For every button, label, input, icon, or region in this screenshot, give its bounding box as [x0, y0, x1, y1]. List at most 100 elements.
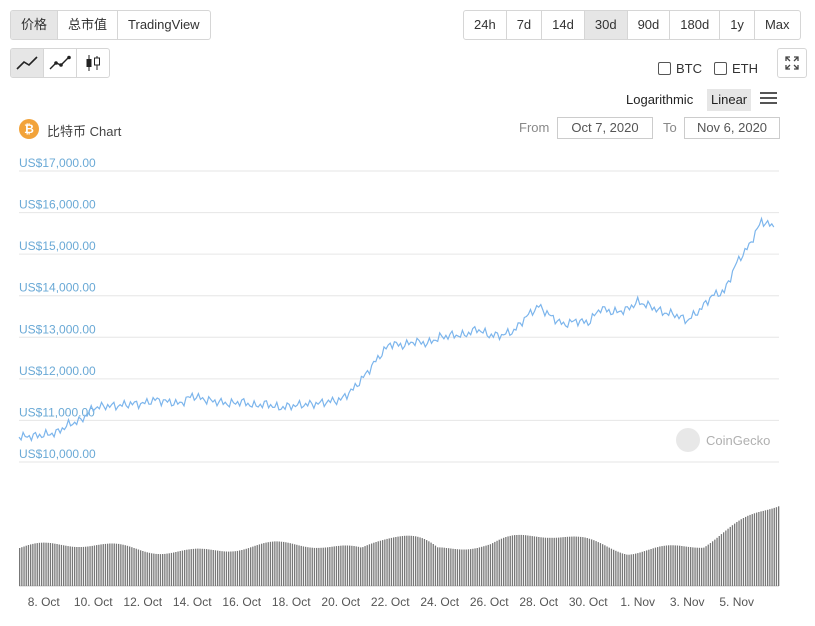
- data-tabs: 价格 总市值 TradingView: [10, 10, 211, 40]
- volume-bar: [232, 551, 234, 586]
- volume-bar: [531, 536, 533, 586]
- volume-bar: [707, 544, 709, 586]
- volume-bar: [650, 549, 652, 586]
- expand-icon: [785, 56, 799, 70]
- volume-bar: [681, 546, 683, 586]
- tab-market-cap[interactable]: 总市值: [58, 11, 119, 39]
- volume-bar: [652, 548, 654, 586]
- line-chart-icon[interactable]: [11, 49, 44, 77]
- compare-eth-checkbox[interactable]: ETH: [714, 61, 758, 76]
- range-7d[interactable]: 7d: [507, 11, 543, 39]
- volume-bar: [252, 546, 254, 586]
- volume-bar: [245, 548, 247, 586]
- range-30d[interactable]: 30d: [584, 11, 628, 39]
- volume-bar: [628, 554, 630, 586]
- volume-bar: [566, 536, 569, 586]
- volume-bar: [265, 542, 267, 586]
- x-tick-label: 16. Oct: [222, 595, 261, 609]
- volume-bar: [672, 545, 674, 586]
- volume-bar: [626, 554, 628, 586]
- volume-bar: [388, 538, 390, 586]
- volume-bar: [122, 544, 124, 586]
- linear-scale-toggle[interactable]: Linear: [707, 89, 752, 111]
- volume-bar: [646, 550, 648, 586]
- volume-bar: [602, 544, 604, 586]
- volume-bar: [199, 548, 201, 586]
- volume-bar: [712, 541, 714, 586]
- from-date-input[interactable]: Oct 7, 2020: [557, 117, 653, 139]
- volume-bar: [366, 545, 368, 586]
- volume-bar: [472, 548, 474, 586]
- coingecko-logo-icon: [676, 428, 700, 452]
- volume-bar: [432, 544, 434, 586]
- tab-price[interactable]: 价格: [11, 11, 59, 39]
- volume-bar: [553, 537, 555, 586]
- volume-bar: [322, 547, 324, 586]
- volume-bar: [60, 544, 63, 586]
- x-tick-label: 10. Oct: [74, 595, 113, 609]
- volume-bar: [135, 548, 137, 586]
- volume-bar: [109, 543, 111, 586]
- range-max[interactable]: Max: [764, 17, 790, 32]
- volume-bar: [470, 549, 472, 586]
- volume-bar: [241, 550, 243, 586]
- volume-bar: [269, 541, 272, 586]
- volume-bar: [478, 547, 481, 586]
- volume-bar: [327, 547, 329, 586]
- volume-bar: [549, 537, 551, 586]
- volume-bar: [692, 547, 694, 586]
- range-24h[interactable]: 24h: [464, 11, 507, 39]
- volume-bar: [610, 548, 613, 586]
- volume-bar: [756, 512, 758, 586]
- volume-bar: [498, 539, 500, 586]
- watermark: CoinGecko: [706, 433, 770, 448]
- volume-bar: [228, 551, 230, 586]
- volume-bar: [514, 535, 516, 586]
- volume-bar: [421, 538, 423, 586]
- volume-bar: [489, 544, 492, 586]
- volume-bar: [223, 551, 225, 586]
- to-date-input[interactable]: Nov 6, 2020: [684, 117, 780, 139]
- volume-bar: [544, 537, 547, 586]
- logarithmic-scale-toggle[interactable]: Logarithmic: [626, 92, 694, 107]
- y-tick-label: US$10,000.00: [19, 447, 96, 461]
- volume-bar: [747, 515, 749, 586]
- volume-bar: [586, 538, 588, 586]
- volume-bar: [63, 545, 65, 586]
- candlestick-icon[interactable]: [77, 49, 109, 77]
- volume-bar: [584, 537, 586, 586]
- range-90d[interactable]: 90d: [628, 11, 671, 39]
- volume-bar: [430, 542, 432, 586]
- range-180d[interactable]: 180d: [670, 11, 721, 39]
- volume-bar: [773, 507, 775, 586]
- menu-icon[interactable]: [760, 92, 777, 107]
- volume-bar: [47, 542, 49, 586]
- volume-bar: [254, 545, 256, 586]
- volume-bar: [745, 516, 747, 586]
- chart-type-selector: [10, 48, 110, 78]
- volume-bar: [437, 547, 439, 586]
- volume-bar: [76, 547, 78, 586]
- volume-bar: [727, 528, 729, 586]
- range-14d[interactable]: 14d: [542, 11, 585, 39]
- volume-bar: [89, 546, 91, 586]
- volume-bar: [448, 548, 450, 586]
- fullscreen-button[interactable]: [777, 48, 807, 78]
- volume-bar: [296, 544, 298, 586]
- volume-bar: [192, 548, 195, 586]
- compare-btc-checkbox[interactable]: BTC: [658, 61, 702, 76]
- volume-bar: [34, 543, 36, 586]
- volume-bar: [329, 547, 331, 586]
- volume-bar: [456, 549, 459, 586]
- volume-bar: [120, 544, 122, 586]
- volume-bar: [426, 540, 428, 586]
- range-1y[interactable]: 1y: [720, 11, 755, 39]
- volume-bar: [206, 549, 208, 586]
- marker-line-chart-icon[interactable]: [44, 49, 77, 77]
- tab-tradingview[interactable]: TradingView: [128, 17, 200, 32]
- volume-bar: [340, 545, 342, 586]
- volume-bar: [291, 543, 294, 586]
- volume-bar: [371, 543, 373, 586]
- volume-bar: [82, 546, 85, 586]
